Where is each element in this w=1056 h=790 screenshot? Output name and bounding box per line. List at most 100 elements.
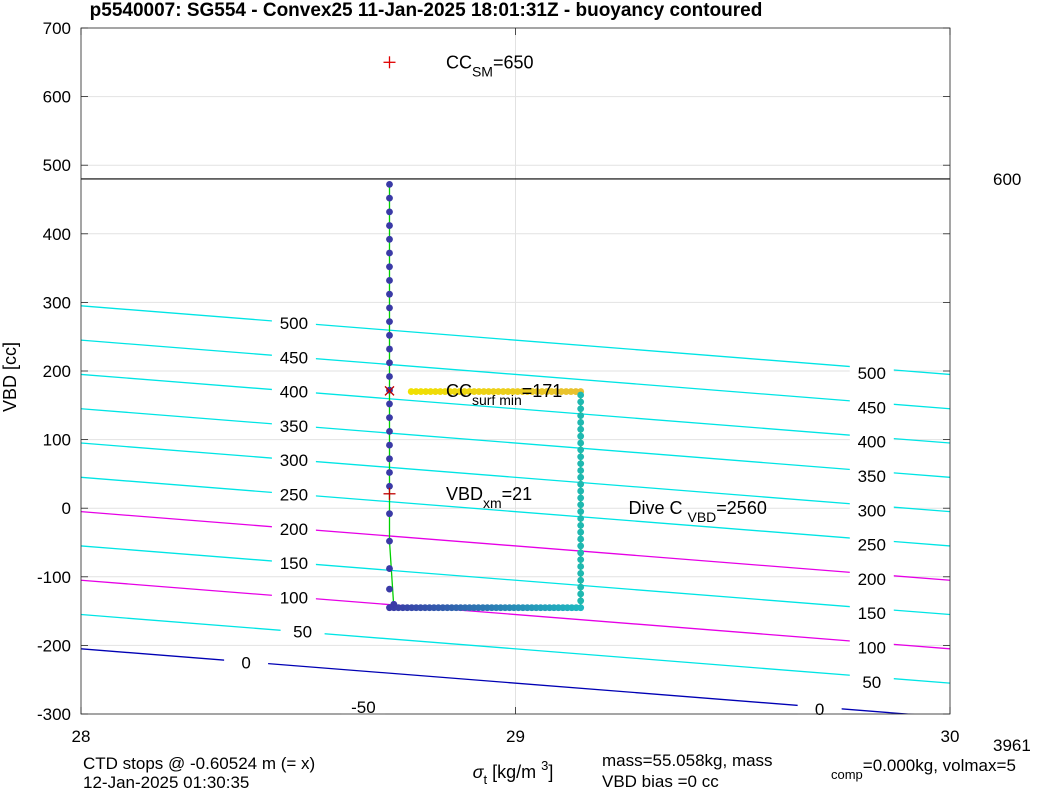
data-point-top xyxy=(436,388,444,395)
data-point-descent xyxy=(386,235,393,243)
data-point-descent xyxy=(386,414,393,422)
data-point-top xyxy=(417,388,425,395)
data-point-descent xyxy=(386,441,393,449)
data-point-right xyxy=(577,535,585,543)
annotation: VBDxm=21 xyxy=(446,484,532,511)
data-point-descent xyxy=(386,277,393,284)
contour-label: 450 xyxy=(858,398,886,417)
data-point-top xyxy=(543,388,551,395)
contour-label: -50 xyxy=(351,698,376,717)
data-point-right xyxy=(577,508,585,516)
y-tick-label: -200 xyxy=(37,636,71,655)
contour-label-bg xyxy=(224,651,269,672)
data-point-top xyxy=(514,388,522,395)
footer-right-number: 3961 xyxy=(993,736,1031,755)
data-point-right xyxy=(577,446,585,454)
data-point-right xyxy=(577,460,585,468)
contour-label: 400 xyxy=(280,383,308,402)
annotation-main: CC xyxy=(446,381,472,401)
data-point-right xyxy=(577,563,585,570)
contour-label: 150 xyxy=(280,554,308,573)
contour-label-bg xyxy=(849,464,894,485)
marker-cross-b xyxy=(384,385,395,396)
data-point-top xyxy=(412,388,420,395)
y-tick-label: 300 xyxy=(43,293,71,312)
contour-label-bg xyxy=(849,602,894,623)
reference-line: 600 xyxy=(81,170,1021,189)
data-point-top xyxy=(461,388,468,395)
data-point-right xyxy=(577,501,585,509)
data-point-descent xyxy=(386,181,393,188)
data-point-top xyxy=(422,388,430,395)
x-tick-label: 28 xyxy=(72,727,91,746)
data-point-top xyxy=(446,388,454,395)
contour-line xyxy=(81,579,950,650)
contour-label: 300 xyxy=(858,501,886,520)
contour-label-bg xyxy=(271,414,316,435)
contour-line xyxy=(81,510,950,581)
data-point-right xyxy=(577,590,585,598)
data-point-right xyxy=(577,576,585,584)
annotation-tail: =2560 xyxy=(716,498,767,518)
contour-label-bg xyxy=(849,670,894,691)
annotation-main: CC xyxy=(446,52,472,72)
data-point-top xyxy=(524,388,531,395)
data-point-right xyxy=(577,515,585,522)
data-point-top xyxy=(519,388,526,395)
data-point-descent xyxy=(386,345,393,353)
y-tick-label: 700 xyxy=(43,19,71,38)
annotation-sub: VBD xyxy=(687,509,716,525)
footer-mass-text: mass=55.058kg, mass xyxy=(602,751,773,770)
contour-line xyxy=(81,442,950,513)
data-point-right xyxy=(577,467,585,474)
contour-label-bg xyxy=(341,696,386,717)
data-point-top xyxy=(538,388,546,395)
x-axis-label-sup: 3 xyxy=(541,758,548,773)
data-point-right xyxy=(577,412,585,419)
x-axis-label-sub: t xyxy=(483,772,487,787)
data-point-descent xyxy=(386,565,393,572)
data-point-top xyxy=(499,388,507,395)
data-point-top xyxy=(509,388,517,395)
contour-label-bg xyxy=(849,362,894,383)
data-point-top xyxy=(553,388,560,395)
contour-label: 200 xyxy=(280,520,308,539)
data-point-right xyxy=(577,480,585,488)
data-point-right xyxy=(577,542,585,550)
annotation: Dive C VBD=2560 xyxy=(628,498,766,525)
data-point-right xyxy=(577,583,585,591)
data-point-descent xyxy=(386,331,393,339)
data-points xyxy=(386,181,585,612)
data-point-top xyxy=(572,388,580,395)
contour-line xyxy=(81,305,950,376)
contour-label: 150 xyxy=(858,604,886,623)
contour-lines xyxy=(81,305,950,714)
data-point-right xyxy=(577,494,585,502)
data-point-right xyxy=(577,453,585,461)
x-axis-label-unit: [kg/m xyxy=(487,762,541,782)
data-point-descent xyxy=(386,194,393,202)
contour-label-bg xyxy=(271,517,316,538)
data-point-top xyxy=(528,388,536,395)
footer-date: 12-Jan-2025 01:30:35 xyxy=(83,773,249,790)
contour-label-bg xyxy=(849,430,894,451)
data-point-descent xyxy=(386,400,393,408)
contour-label-bg xyxy=(849,636,894,657)
annotation-main: VBD xyxy=(446,484,483,504)
contour-label-bg xyxy=(271,311,316,332)
data-point-top xyxy=(562,388,570,395)
contour-line xyxy=(81,613,950,684)
data-point-descent xyxy=(386,208,393,216)
annotation: CCSM=650 xyxy=(446,52,534,79)
data-point-top xyxy=(485,388,493,395)
contour-label-bg xyxy=(271,586,316,607)
contour-label: 250 xyxy=(280,485,308,504)
data-point-top xyxy=(557,388,565,395)
contour-label: 50 xyxy=(293,623,312,642)
x-tick-label: 29 xyxy=(506,727,525,746)
contour-line xyxy=(81,373,950,444)
contour-label: 100 xyxy=(280,588,308,607)
contour-label-bg xyxy=(280,620,325,641)
y-tick-label: -100 xyxy=(37,568,71,587)
